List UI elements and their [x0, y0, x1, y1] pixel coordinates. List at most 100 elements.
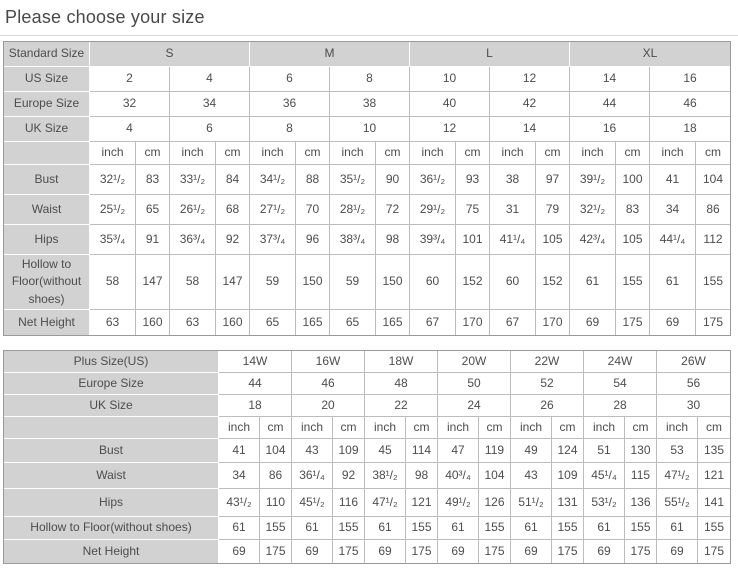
header-cell: Bust [4, 439, 219, 464]
value-cell: 152 [536, 255, 570, 311]
value-cell: 100 [616, 165, 650, 195]
value-cell: inch [365, 417, 406, 440]
header-cell [4, 417, 219, 440]
value-cell: 40 [410, 92, 490, 117]
header-cell: Hips [4, 489, 219, 518]
value-cell: 12 [490, 67, 570, 92]
value-cell: 24W [584, 351, 657, 374]
value-cell: 44¹/₄ [650, 225, 696, 255]
value-cell: 61 [570, 255, 616, 311]
value-cell: 44 [219, 373, 292, 396]
value-cell: 41 [219, 439, 260, 464]
header-cell: Plus Size(US) [4, 351, 219, 374]
value-cell: 67 [410, 310, 456, 336]
value-cell: cm [616, 142, 650, 165]
value-cell: 60 [410, 255, 456, 311]
value-cell: 112 [696, 225, 730, 255]
value-cell: 155 [698, 517, 730, 541]
value-cell: inch [292, 417, 333, 440]
value-cell: inch [490, 142, 536, 165]
standard-size-table-body: Standard Size S M L XL US Size 2 4 6 8 10 12 14 16 Eur… [4, 42, 730, 336]
value-cell: 34 [170, 92, 250, 117]
value-cell: 16W [292, 351, 365, 374]
value-cell: 32 [90, 92, 170, 117]
value-cell: 45¹/₄ [584, 463, 625, 490]
value-cell: 6 [170, 117, 250, 142]
value-cell: 155 [260, 517, 292, 541]
value-cell: 114 [406, 439, 438, 464]
value-cell: 36¹/₄ [292, 463, 333, 490]
value-cell: cm [696, 142, 730, 165]
value-cell: 155 [696, 255, 730, 311]
value-cell: 35¹/₂ [330, 165, 376, 195]
value-cell: 69 [650, 310, 696, 336]
value-cell: 38 [490, 165, 536, 195]
value-cell: cm [406, 417, 438, 440]
value-cell: 70 [296, 195, 330, 225]
value-cell: 46 [292, 373, 365, 396]
value-cell: 175 [552, 540, 584, 564]
value-cell: 12 [410, 117, 490, 142]
value-cell: 34¹/₂ [250, 165, 296, 195]
value-cell: 104 [260, 439, 292, 464]
value-cell: cm [625, 417, 657, 440]
value-cell: 92 [216, 225, 250, 255]
value-cell: 152 [456, 255, 490, 311]
value-cell: 43¹/₂ [219, 489, 260, 518]
value-cell: 72 [376, 195, 410, 225]
value-cell: 69 [584, 540, 625, 564]
value-cell: 155 [625, 517, 657, 541]
value-cell: 88 [296, 165, 330, 195]
value-cell: 14 [570, 67, 650, 92]
page-title: Please choose your size [5, 7, 205, 27]
value-cell: 54 [584, 373, 657, 396]
table-row: Hollow to Floor(without shoes) 61 155 61 155… [4, 517, 730, 541]
value-cell: 175 [406, 540, 438, 564]
value-cell: 121 [698, 463, 730, 490]
value-cell: 41¹/₄ [490, 225, 536, 255]
value-cell: 79 [536, 195, 570, 225]
value-cell: 45 [365, 439, 406, 464]
value-cell: cm [536, 142, 570, 165]
value-cell: cm [216, 142, 250, 165]
value-cell: 65 [330, 310, 376, 336]
value-cell: 20 [292, 395, 365, 418]
value-cell: 155 [333, 517, 365, 541]
value-cell: 63 [90, 310, 136, 336]
value-cell: 20W [438, 351, 511, 374]
table-row: Europe Size 32 34 36 38 40 42 44 46 [4, 92, 730, 117]
table-row: UK Size 18 20 22 24 26 28 30 [4, 395, 730, 418]
value-cell: inch [330, 142, 376, 165]
value-cell: inch [170, 142, 216, 165]
value-cell: 69 [511, 540, 552, 564]
value-cell: 27¹/₂ [250, 195, 296, 225]
value-cell: cm [698, 417, 730, 440]
value-cell: 61 [292, 517, 333, 541]
value-cell: 65 [136, 195, 170, 225]
header-cell: Hips [4, 225, 90, 255]
value-cell: 160 [216, 310, 250, 336]
header-cell: Hollow to Floor(without shoes) [4, 517, 219, 541]
value-cell: cm [136, 142, 170, 165]
value-cell: 155 [406, 517, 438, 541]
value-cell: 150 [296, 255, 330, 311]
value-cell: 51¹/₂ [511, 489, 552, 518]
value-cell: 109 [552, 463, 584, 490]
value-cell: 59 [250, 255, 296, 311]
header-cell: Waist [4, 463, 219, 490]
table-row: Bust 32¹/₂ 83 33¹/₂ 84 34¹/₂ 88 35¹/₂ 90 36¹/₂ 93 3… [4, 165, 730, 195]
value-cell: 29¹/₂ [410, 195, 456, 225]
value-cell: 4 [170, 67, 250, 92]
value-cell: 69 [365, 540, 406, 564]
value-cell: 38³/₄ [330, 225, 376, 255]
value-cell: 32¹/₂ [90, 165, 136, 195]
value-cell: 126 [479, 489, 511, 518]
value-cell: cm [376, 142, 410, 165]
value-cell: 124 [552, 439, 584, 464]
value-cell: 69 [292, 540, 333, 564]
value-cell: 104 [696, 165, 730, 195]
value-cell: 8 [330, 67, 410, 92]
value-cell: 48 [365, 373, 438, 396]
table-row: inch cm inch cm inch cm inch cm inch cm inch cm inch… [4, 142, 730, 165]
value-cell: 155 [479, 517, 511, 541]
